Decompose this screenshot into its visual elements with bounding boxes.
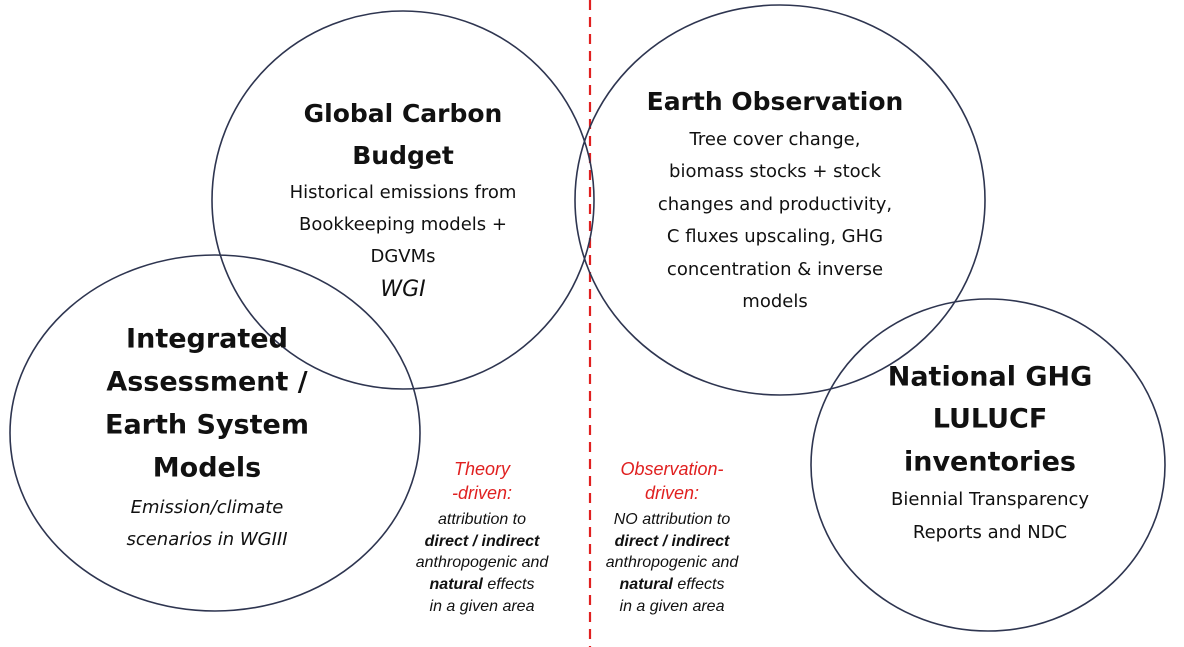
desc: Emission/climate [131, 497, 284, 518]
annotation-heading: Theory [454, 459, 511, 479]
circle [810, 298, 1166, 632]
desc: models [742, 291, 807, 312]
annotation-text: effects [673, 576, 725, 593]
title: Budget [352, 141, 454, 170]
annotation-heading: driven: [645, 483, 699, 503]
title: Earth Observation [647, 87, 904, 116]
title: Integrated [126, 324, 288, 355]
title: LULUCF [933, 404, 1048, 435]
desc: DGVMs [370, 246, 435, 267]
circle [574, 4, 986, 396]
desc: Reports and NDC [913, 522, 1067, 543]
annotation-line: NO attribution to [614, 511, 731, 528]
annotation-line: natural effects [620, 576, 725, 593]
desc: concentration & inverse [667, 259, 883, 280]
title: Assessment / [106, 367, 307, 398]
annotation-line: in a given area [620, 598, 725, 615]
annotation-line: anthropogenic and [606, 554, 740, 571]
desc: changes and productivity, [658, 194, 892, 215]
desc: C fluxes upscaling, GHG [667, 226, 883, 247]
annotation-bold: natural [430, 576, 484, 593]
annotation-line: direct / indirect [425, 533, 540, 550]
title: Global Carbon [304, 99, 503, 128]
title: Earth System [105, 410, 309, 441]
annotation-heading: Observation- [620, 459, 723, 479]
annotation-bold: natural [620, 576, 674, 593]
annotation-line: in a given area [430, 598, 535, 615]
title: inventories [904, 447, 1076, 478]
annotation-line: attribution to [438, 511, 526, 528]
annotation-text: effects [483, 576, 535, 593]
desc: biomass stocks + stock [669, 161, 881, 182]
tag: WGI [380, 277, 425, 302]
annotation-line: anthropogenic and [416, 554, 550, 571]
circle [9, 254, 421, 612]
annotation-heading: -driven: [452, 483, 512, 503]
title: Models [153, 453, 261, 484]
desc: Biennial Transparency [891, 489, 1089, 510]
desc: Historical emissions from [290, 182, 517, 203]
desc: Tree cover change, [689, 129, 861, 150]
circle [211, 10, 595, 390]
desc: Bookkeeping models + [299, 214, 507, 235]
title: National GHG [888, 362, 1093, 393]
desc: scenarios in WGIII [126, 529, 287, 550]
annotation-line: natural effects [430, 576, 535, 593]
annotation-line: direct / indirect [615, 533, 730, 550]
